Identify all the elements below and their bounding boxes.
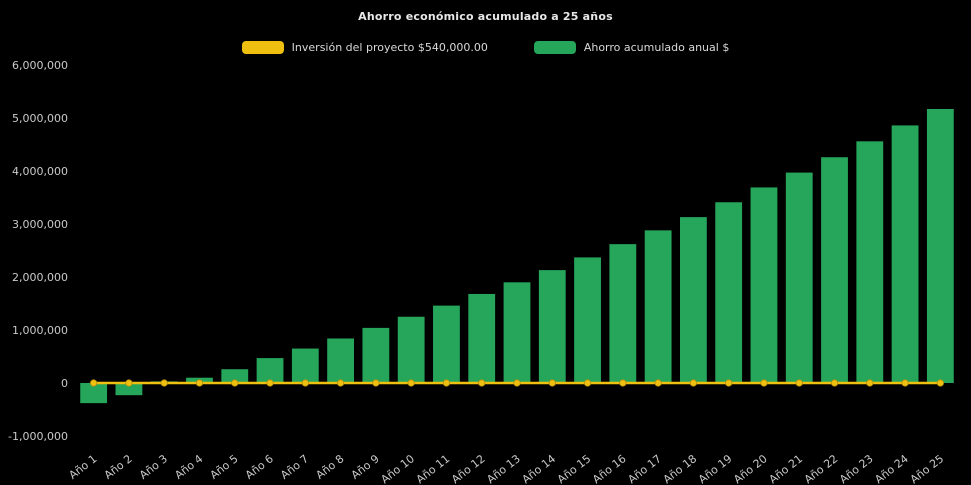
- investment-line-marker: [654, 379, 662, 387]
- investment-line-marker: [301, 379, 309, 387]
- legend-swatch-savings: [533, 41, 576, 54]
- y-axis-tick-label: 4,000,000: [12, 165, 68, 178]
- savings-bar: [785, 172, 813, 383]
- investment-line-marker: [231, 379, 239, 387]
- investment-line-marker: [160, 379, 168, 387]
- x-axis-tick-label: Año 7: [278, 452, 311, 482]
- x-axis-tick-label: Año 3: [137, 452, 170, 482]
- legend-item-savings: Ahorro acumulado anual $: [533, 41, 730, 54]
- chart-title: Ahorro económico acumulado a 25 años: [358, 10, 613, 23]
- investment-line-marker: [866, 379, 874, 387]
- investment-line-marker: [442, 379, 451, 387]
- savings-bar: [256, 358, 284, 383]
- x-axis-tick-label: Año 2: [102, 452, 135, 482]
- x-axis-tick-label: Año 5: [208, 452, 241, 482]
- x-axis-tick-label: Año 22: [802, 452, 841, 485]
- investment-line-marker: [548, 379, 556, 387]
- investment-line-marker: [372, 379, 380, 387]
- x-axis-tick-label: Año 15: [555, 452, 594, 485]
- legend-item-investment: Inversión del proyecto $540,000.00: [241, 41, 488, 54]
- savings-bar: [221, 369, 249, 383]
- x-axis-tick-label: Año 12: [449, 452, 488, 485]
- legend-label-investment: Inversión del proyecto $540,000.00: [291, 41, 488, 54]
- savings-bar: [821, 157, 848, 383]
- savings-bar: [856, 141, 884, 383]
- investment-line-marker: [125, 379, 133, 387]
- legend-swatch-investment: [241, 41, 284, 54]
- savings-bar: [609, 244, 637, 383]
- legend-label-savings: Ahorro acumulado anual $: [583, 41, 730, 54]
- y-axis-tick-label: 3,000,000: [12, 218, 68, 231]
- x-axis-tick-label: Año 17: [625, 452, 664, 485]
- investment-line-marker: [830, 379, 839, 387]
- savings-bar: [503, 282, 531, 383]
- savings-bar: [327, 338, 355, 383]
- investment-line-marker: [513, 379, 521, 387]
- y-axis-tick-label: -1,000,000: [8, 430, 68, 443]
- x-axis-tick-label: Año 13: [484, 452, 523, 485]
- investment-line-marker: [195, 379, 204, 387]
- savings-bar: [679, 217, 707, 383]
- investment-line-marker: [901, 379, 909, 387]
- x-axis-tick-label: Año 6: [243, 452, 276, 482]
- x-axis-tick-label: Año 21: [767, 452, 806, 485]
- x-axis-tick-label: Año 11: [414, 452, 453, 485]
- investment-line-marker: [583, 379, 592, 387]
- x-axis-tick-label: Año 18: [661, 452, 700, 485]
- y-axis-tick-label: 1,000,000: [12, 324, 68, 337]
- y-axis-tick-label: 6,000,000: [12, 59, 68, 72]
- savings-bar: [291, 348, 319, 383]
- savings-bar: [891, 125, 919, 384]
- savings-bar: [362, 327, 390, 383]
- x-axis-tick-label: Año 20: [731, 452, 770, 485]
- savings-bar: [644, 230, 672, 383]
- investment-line-marker: [478, 379, 486, 387]
- investment-line-marker: [936, 379, 944, 387]
- x-axis-tick-label: Año 16: [590, 452, 629, 485]
- savings-bar: [397, 316, 425, 383]
- savings-bar: [115, 383, 143, 396]
- x-axis-tick-label: Año 25: [908, 452, 947, 485]
- y-axis-tick-label: 5,000,000: [12, 112, 68, 125]
- savings-bar: [750, 187, 778, 383]
- x-axis-tick-label: Año 23: [837, 452, 876, 485]
- savings-bar: [715, 202, 743, 383]
- x-axis-tick-label: Año 19: [696, 452, 735, 485]
- investment-line-marker: [760, 379, 768, 387]
- x-axis-tick-label: Año 14: [520, 452, 559, 485]
- savings-bar: [468, 293, 496, 383]
- savings-bar: [433, 305, 460, 383]
- savings-bar: [80, 383, 108, 404]
- investment-line-marker: [795, 379, 803, 387]
- x-axis-tick-label: Año 10: [378, 452, 417, 485]
- investment-line-marker: [619, 379, 627, 387]
- savings-bar: [926, 108, 954, 384]
- investment-line-marker: [266, 379, 274, 387]
- investment-line-marker: [90, 379, 98, 387]
- x-axis-tick-label: Año 9: [349, 452, 382, 482]
- savings-bar: [574, 257, 601, 383]
- y-axis-tick-label: 0: [61, 377, 68, 390]
- x-axis-tick-label: Año 24: [872, 452, 911, 485]
- investment-line-marker: [407, 379, 415, 387]
- investment-line-marker: [725, 379, 733, 387]
- y-axis-tick-label: 2,000,000: [12, 271, 68, 284]
- savings-bar: [538, 270, 566, 383]
- investment-line-marker: [689, 379, 698, 387]
- x-axis-tick-label: Año 8: [313, 452, 346, 482]
- investment-line-marker: [336, 379, 345, 387]
- x-axis-tick-label: Año 1: [66, 452, 99, 482]
- chart-legend: Inversión del proyecto $540,000.00 Ahorr…: [0, 41, 971, 54]
- x-axis-tick-label: Año 4: [172, 452, 205, 482]
